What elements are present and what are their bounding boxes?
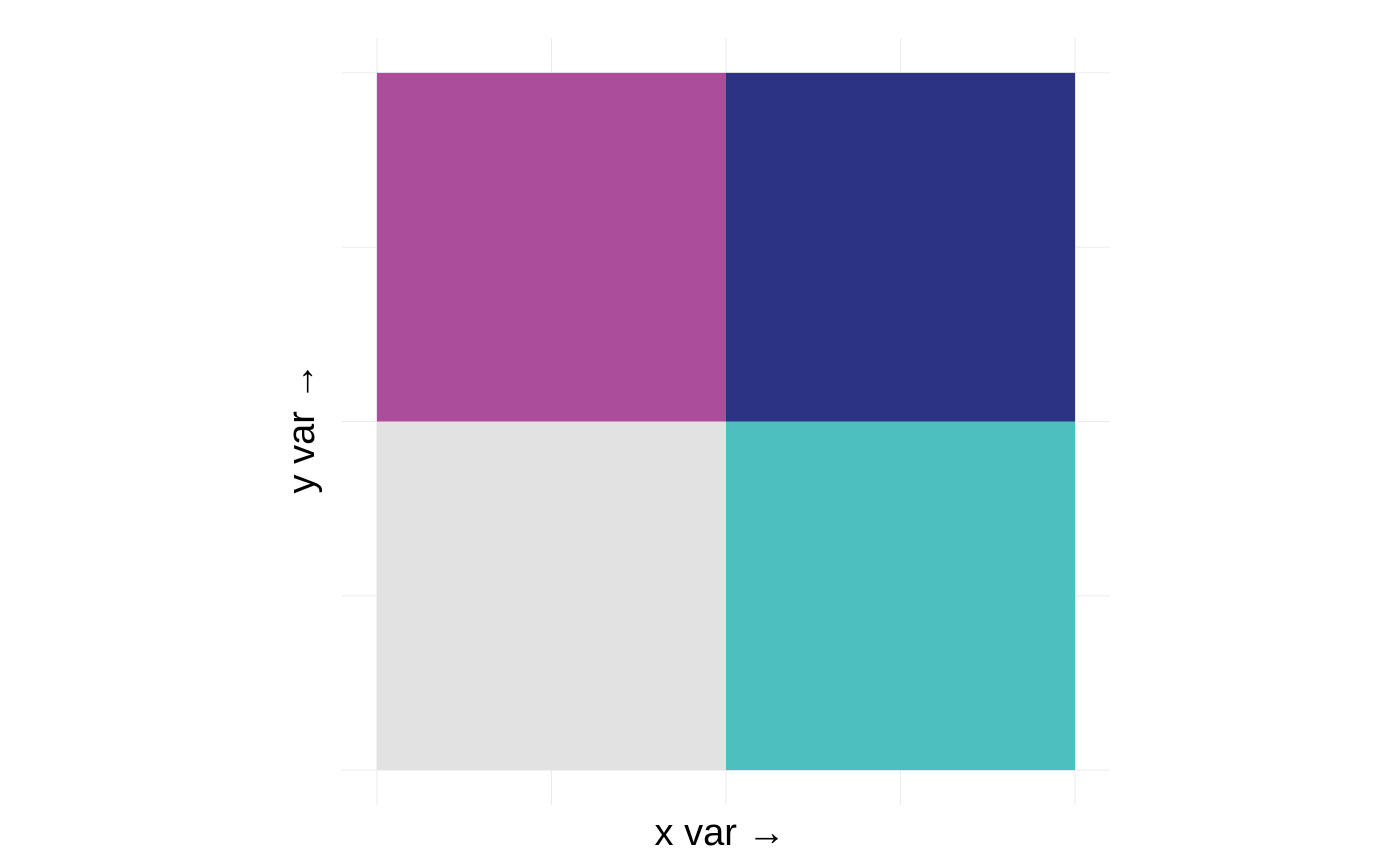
y-axis-title: y var →	[281, 363, 323, 494]
heatmap-cell-x1-y2	[376, 72, 726, 422]
heatmap-cell-x1-y1	[376, 421, 726, 771]
heatmap-cell-x2-y1	[726, 421, 1076, 771]
heatmap-cells	[376, 72, 1076, 771]
x-axis-title: x var →	[655, 812, 786, 854]
heatmap-cell-x2-y2	[726, 72, 1076, 422]
